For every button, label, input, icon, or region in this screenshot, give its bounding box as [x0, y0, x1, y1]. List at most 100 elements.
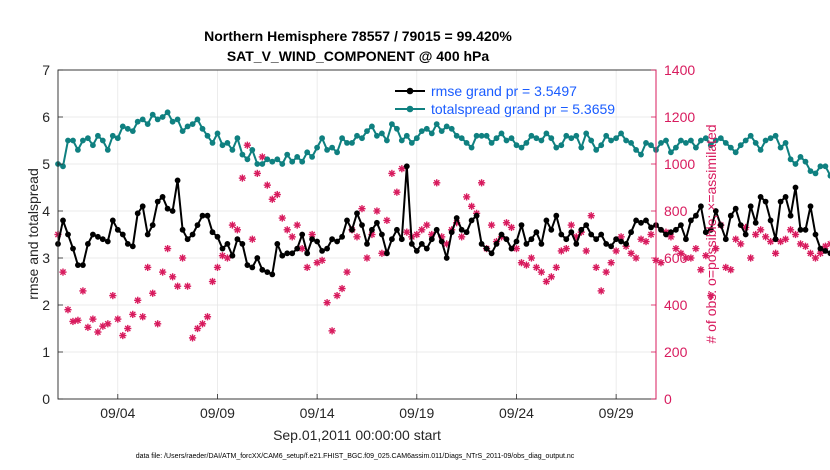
rmse-point [717, 222, 724, 229]
totalspread-point [618, 130, 624, 137]
y-tick-label-right: 600 [664, 250, 688, 266]
marker-stroke [64, 306, 72, 313]
assimilated-marker [159, 268, 167, 276]
rmse-point [438, 238, 445, 245]
totalspread-point [578, 144, 585, 151]
totalspread-point [717, 135, 724, 142]
rmse-point [473, 212, 480, 219]
rmse-point [732, 205, 739, 212]
totalspread-point [159, 114, 166, 120]
rmse-point [423, 245, 430, 252]
totalspread-point [777, 144, 784, 151]
assimilated-marker [398, 165, 406, 173]
totalspread-point [573, 132, 580, 139]
assimilated-marker [712, 245, 720, 253]
assimilated-marker [358, 205, 366, 213]
marker-stroke [548, 273, 555, 280]
rmse-point [628, 229, 634, 236]
marker-stroke [294, 222, 301, 229]
marker-stroke [109, 292, 116, 299]
totalspread-point [722, 140, 729, 146]
rmse-point [553, 212, 560, 219]
marker-stroke [827, 243, 830, 247]
rmse-point [384, 250, 390, 257]
assimilated-marker [737, 240, 745, 248]
totalspread-point [234, 135, 241, 142]
rmse-point [374, 219, 380, 226]
rmse-point [698, 203, 704, 210]
y-tick-label-right: 1200 [664, 109, 695, 125]
rmse-point [379, 231, 385, 238]
totalspread-point [683, 140, 689, 146]
rmse-point [369, 226, 375, 233]
legend-spread-marker [406, 105, 414, 113]
rmse-point [488, 250, 495, 257]
marker-stroke [458, 233, 465, 240]
rmse-point [558, 231, 565, 238]
totalspread-point [119, 123, 126, 130]
rmse-point [792, 184, 799, 191]
totalspread-point [289, 158, 296, 165]
totalspread-point [787, 156, 794, 163]
totalspread-point [104, 147, 111, 153]
assimilated-marker [193, 324, 202, 333]
assimilated-marker [672, 245, 680, 253]
assimilated-marker [767, 237, 775, 246]
assimilated-marker [657, 259, 665, 267]
rmse-point [274, 241, 281, 247]
rmse-point [184, 236, 191, 243]
marker-stroke [727, 266, 734, 273]
rmse-point [114, 226, 121, 233]
assimilated-marker [238, 174, 246, 182]
totalspread-point [693, 144, 699, 151]
totalspread-point [124, 125, 131, 132]
marker-stroke [518, 259, 525, 266]
marker-stroke [79, 287, 87, 294]
marker-stroke [752, 231, 759, 238]
x-tick-label: 09/29 [599, 405, 634, 421]
assimilated-marker [223, 254, 232, 262]
assimilated-marker [333, 292, 341, 300]
totalspread-point [204, 132, 211, 139]
marker-stroke [333, 292, 341, 299]
marker-stroke [523, 261, 530, 269]
rmse-point [314, 238, 320, 245]
marker-stroke [697, 266, 704, 273]
marker-stroke [503, 219, 510, 226]
assimilated-marker [303, 263, 311, 271]
marker-stroke [488, 222, 495, 229]
rmse-point [787, 212, 794, 219]
rmse-point [478, 241, 485, 247]
totalspread-point [184, 123, 191, 130]
rmse-point [229, 252, 236, 259]
x-tick-label: 09/24 [499, 405, 534, 421]
totalspread-point [593, 147, 600, 153]
totalspread-point [349, 140, 355, 146]
assimilated-marker [169, 273, 177, 281]
marker-stroke [328, 327, 336, 334]
rmse-point [174, 177, 181, 184]
assimilated-marker [373, 207, 381, 215]
marker-stroke [692, 245, 699, 252]
rmse-point [643, 217, 649, 224]
totalspread-point [364, 128, 370, 135]
assimilated-marker [124, 324, 132, 333]
y-tick-label-right: 200 [664, 344, 688, 360]
rmse-point [508, 245, 515, 252]
totalspread-point [304, 149, 311, 156]
assimilated-marker [727, 266, 735, 274]
assimilated-marker [532, 263, 540, 271]
marker-stroke [807, 250, 814, 257]
rmse-point [623, 241, 629, 247]
totalspread-point [423, 125, 430, 132]
assimilated-marker [811, 254, 820, 262]
rmse-point [65, 231, 71, 238]
marker-stroke [418, 226, 425, 233]
totalspread-point [752, 140, 759, 146]
y-tick-label-right: 1000 [664, 156, 695, 172]
totalspread-point [194, 116, 201, 123]
assimilated-marker [139, 313, 147, 321]
totalspread-point [418, 128, 425, 135]
totalspread-point [254, 161, 261, 167]
